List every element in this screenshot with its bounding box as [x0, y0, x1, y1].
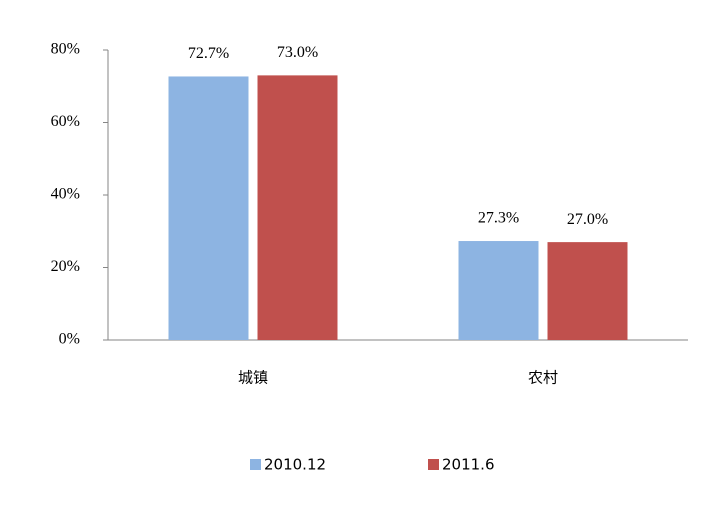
- bar: [257, 75, 338, 340]
- bar: [547, 242, 628, 340]
- legend-label: 2011.6: [442, 456, 495, 474]
- y-tick-label: 60%: [51, 113, 80, 130]
- y-tick-label: 0%: [59, 331, 80, 348]
- bar: [458, 241, 539, 340]
- y-tick-label: 80%: [51, 41, 80, 58]
- y-tick-label: 40%: [51, 186, 80, 203]
- y-tick-label: 20%: [51, 258, 80, 275]
- legend-label: 2010.12: [264, 456, 326, 474]
- data-label: 27.3%: [478, 210, 519, 227]
- data-label: 27.0%: [567, 211, 608, 228]
- data-label: 72.7%: [188, 45, 229, 62]
- legend-swatch: [250, 459, 261, 470]
- data-label: 73.0%: [277, 44, 318, 61]
- legend-swatch: [428, 459, 439, 470]
- bar: [168, 76, 249, 341]
- x-tick-label: 城镇: [238, 369, 268, 387]
- x-tick-label: 农村: [528, 369, 558, 387]
